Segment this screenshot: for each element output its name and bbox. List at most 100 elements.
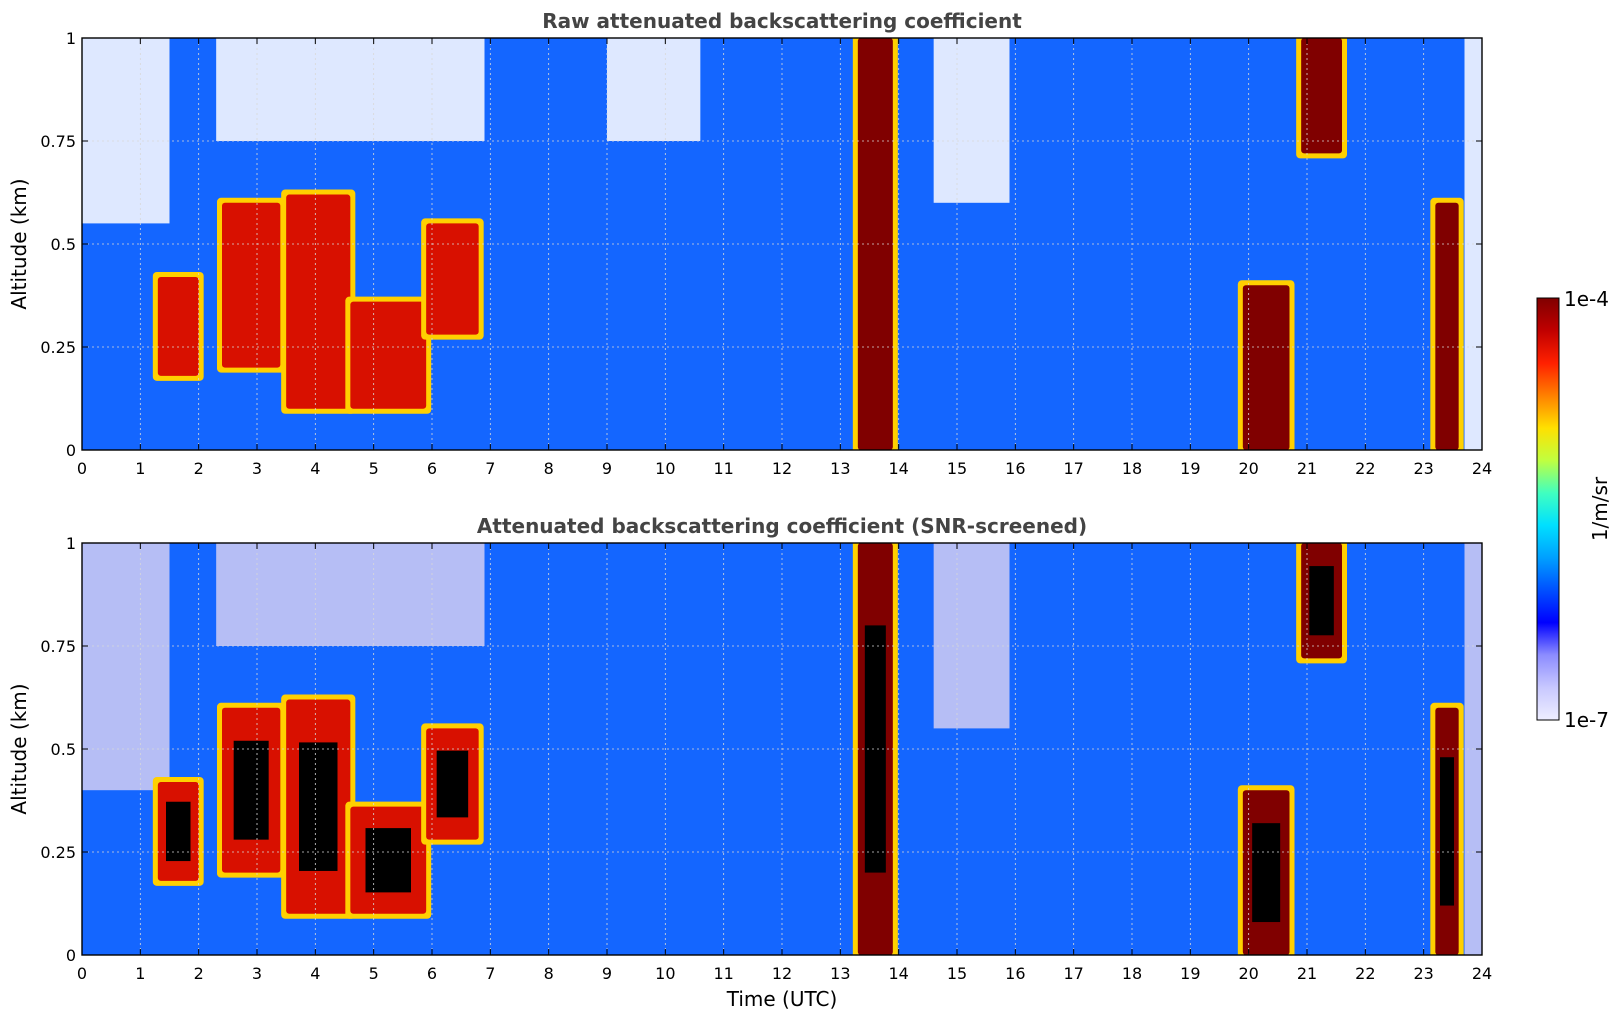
x-tick-label: 13 (830, 459, 850, 478)
x-tick-label: 20 (1238, 964, 1258, 983)
screened-aerosol-layer (299, 742, 338, 871)
x-tick-label: 14 (888, 964, 908, 983)
low-signal-region (82, 38, 170, 224)
x-tick-label: 4 (310, 459, 320, 478)
x-tick-label: 21 (1297, 964, 1317, 983)
low-signal-region (216, 543, 485, 646)
x-tick-label: 24 (1472, 459, 1492, 478)
colorbar-gradient (1536, 297, 1560, 721)
panel-title: Raw attenuated backscattering coefficien… (542, 9, 1022, 33)
x-tick-label: 24 (1472, 964, 1492, 983)
y-tick-label: 0.5 (51, 740, 76, 759)
x-axis-label: Time (UTC) (726, 987, 838, 1011)
x-axis: 0 1 2 3 4 5 6 7 8 9 10 11 12 13 14 15 16 17 18 19 20 21 22 23 24 (77, 38, 1492, 478)
low-signal-region (216, 38, 485, 141)
x-tick-label: 23 (1413, 459, 1433, 478)
screened-aerosol-layer (365, 828, 411, 893)
y-tick-label: 0.75 (40, 637, 76, 656)
x-tick-label: 17 (1063, 459, 1083, 478)
aerosol-layer (222, 202, 281, 368)
aerosol-layer (426, 223, 479, 335)
y-tick-label: 0.5 (51, 235, 76, 254)
x-tick-label: 20 (1238, 459, 1258, 478)
x-tick-label: 11 (713, 964, 733, 983)
x-tick-label: 18 (1122, 964, 1142, 983)
x-tick-label: 14 (888, 459, 908, 478)
screened-aerosol-layer (166, 801, 191, 862)
x-tick-label: 6 (427, 459, 437, 478)
x-tick-label: 16 (1005, 964, 1025, 983)
colorbar-max-label: 1e-4 (1564, 287, 1609, 311)
x-tick-label: 15 (947, 964, 967, 983)
x-tick-label: 2 (194, 459, 204, 478)
screened-backscatter-panel: Attenuated backscattering coefficient (S… (7, 514, 1492, 1011)
x-tick-label: 5 (369, 964, 379, 983)
screened-cloud (864, 625, 886, 873)
x-tick-label: 10 (655, 459, 675, 478)
x-tick-label: 4 (310, 964, 320, 983)
y-tick-label: 0.25 (40, 338, 76, 357)
x-axis: 0 1 2 3 4 5 6 7 8 9 10 11 12 13 14 15 16 17 18 19 20 21 22 23 24 (77, 543, 1492, 983)
x-tick-label: 9 (602, 964, 612, 983)
colorbar-label: 1/m/sr (1588, 476, 1612, 541)
y-tick-label: 1 (66, 29, 76, 48)
y-tick-label: 0 (66, 441, 76, 460)
x-tick-label: 15 (947, 459, 967, 478)
x-tick-label: 1 (135, 459, 145, 478)
aerosol-layer (286, 194, 351, 409)
panel-title: Attenuated backscattering coefficient (S… (477, 514, 1087, 538)
x-tick-label: 12 (772, 459, 792, 478)
y-tick-label: 0 (66, 946, 76, 965)
x-tick-label: 17 (1063, 964, 1083, 983)
x-tick-label: 19 (1180, 459, 1200, 478)
colorbar: 1e-4 1e-7 1/m/sr (1536, 287, 1612, 732)
colorbar-min-label: 1e-7 (1564, 708, 1609, 732)
x-tick-label: 7 (485, 964, 495, 983)
screened-aerosol-layer (436, 750, 469, 818)
x-tick-label: 21 (1297, 459, 1317, 478)
x-tick-label: 1 (135, 964, 145, 983)
x-tick-label: 23 (1413, 964, 1433, 983)
y-axis-label: Altitude (km) (7, 683, 31, 814)
x-tick-label: 19 (1180, 964, 1200, 983)
x-tick-label: 2 (194, 964, 204, 983)
x-tick-label: 3 (252, 459, 262, 478)
x-tick-label: 10 (655, 964, 675, 983)
y-axis: 0 0.25 0.5 0.75 1 (40, 534, 1482, 965)
y-tick-label: 0.25 (40, 843, 76, 862)
x-tick-label: 22 (1355, 964, 1375, 983)
screened-cloud (1309, 566, 1334, 636)
screened-cloud (1440, 757, 1454, 906)
screened-aerosol-layer (233, 740, 269, 840)
cloud (1435, 202, 1459, 450)
x-tick-label: 16 (1005, 459, 1025, 478)
x-tick-label: 5 (369, 459, 379, 478)
aerosol-layer (157, 276, 199, 376)
x-tick-label: 13 (830, 964, 850, 983)
x-tick-label: 6 (427, 964, 437, 983)
y-axis: 0 0.25 0.5 0.75 1 (40, 29, 1482, 460)
x-tick-label: 11 (713, 459, 733, 478)
x-tick-label: 0 (77, 459, 87, 478)
aerosol-layer (350, 301, 427, 409)
x-tick-label: 0 (77, 964, 87, 983)
screened-cloud (1252, 823, 1281, 923)
cloud (1301, 38, 1342, 154)
x-tick-label: 3 (252, 964, 262, 983)
x-tick-label: 8 (544, 459, 554, 478)
x-tick-label: 12 (772, 964, 792, 983)
cloud (857, 38, 893, 450)
raw-backscatter-panel: Raw attenuated backscattering coefficien… (7, 9, 1492, 478)
y-axis-label: Altitude (km) (7, 178, 31, 309)
y-tick-label: 0.75 (40, 132, 76, 151)
cloud (1242, 285, 1290, 450)
x-tick-label: 7 (485, 459, 495, 478)
x-tick-label: 8 (544, 964, 554, 983)
low-signal-region (933, 543, 1010, 729)
low-signal-region (82, 543, 170, 791)
low-signal-region (607, 38, 701, 141)
low-signal-region (933, 38, 1010, 203)
x-tick-label: 18 (1122, 459, 1142, 478)
x-tick-label: 22 (1355, 459, 1375, 478)
